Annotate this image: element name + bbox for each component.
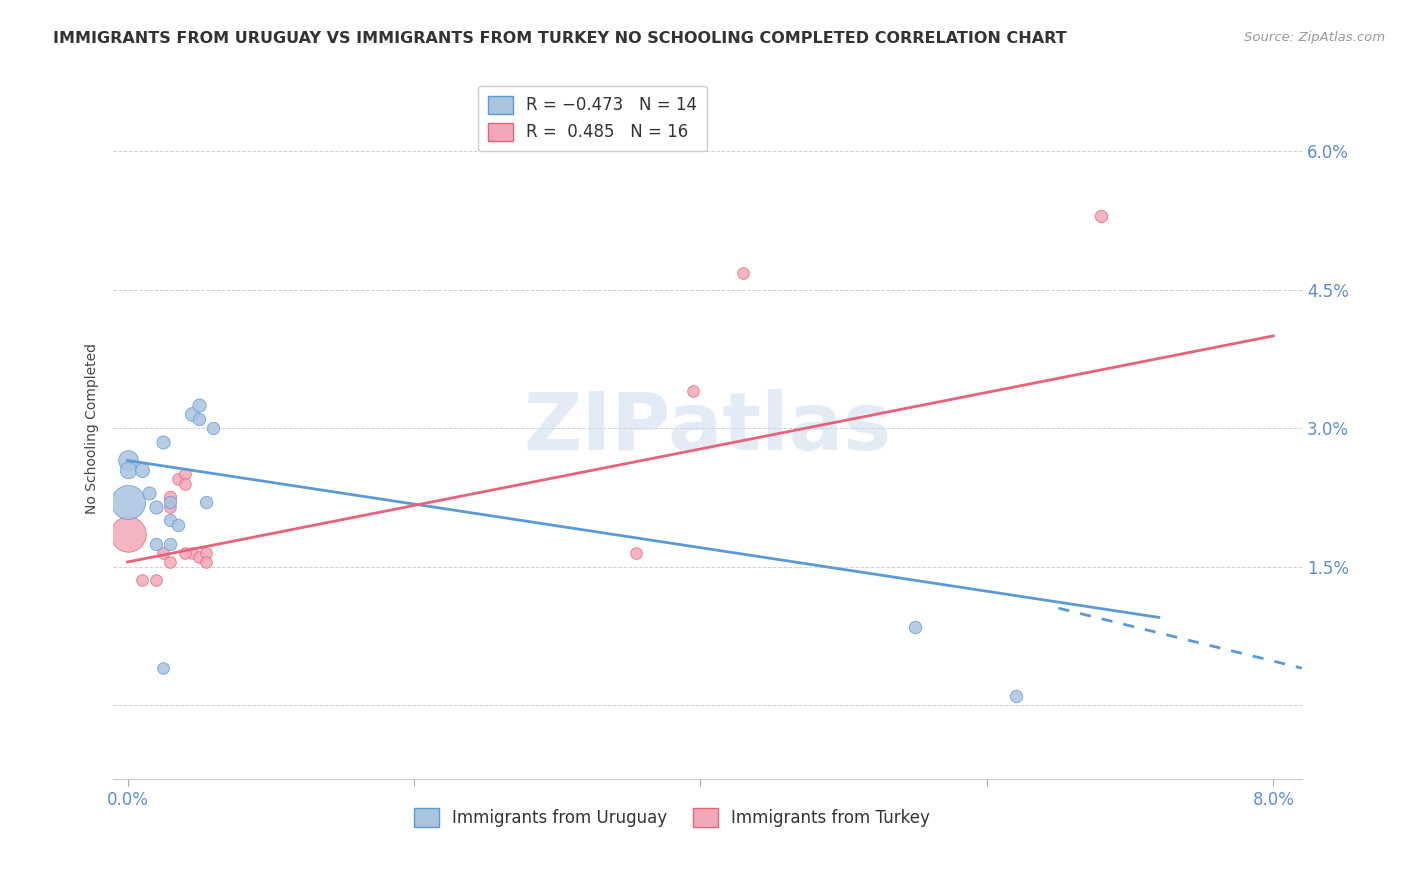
Point bbox=[131, 463, 153, 477]
Point bbox=[195, 546, 218, 560]
Point bbox=[117, 453, 139, 467]
Text: IMMIGRANTS FROM URUGUAY VS IMMIGRANTS FROM TURKEY NO SCHOOLING COMPLETED CORRELA: IMMIGRANTS FROM URUGUAY VS IMMIGRANTS FR… bbox=[53, 31, 1067, 46]
Point bbox=[145, 500, 167, 514]
Point bbox=[188, 550, 211, 565]
Point bbox=[159, 495, 181, 509]
Point bbox=[733, 266, 755, 280]
Point bbox=[159, 536, 181, 550]
Point bbox=[138, 485, 160, 500]
Point bbox=[1090, 209, 1112, 223]
Point bbox=[202, 421, 225, 435]
Point bbox=[145, 574, 167, 588]
Point bbox=[181, 546, 204, 560]
Y-axis label: No Schooling Completed: No Schooling Completed bbox=[86, 343, 100, 514]
Legend: Immigrants from Uruguay, Immigrants from Turkey: Immigrants from Uruguay, Immigrants from… bbox=[408, 802, 936, 834]
Point bbox=[173, 476, 195, 491]
Point bbox=[624, 546, 647, 560]
Point bbox=[159, 513, 181, 527]
Point bbox=[131, 574, 153, 588]
Point bbox=[682, 384, 704, 399]
Text: ZIPatlas: ZIPatlas bbox=[523, 389, 891, 467]
Point bbox=[159, 500, 181, 514]
Point bbox=[117, 527, 139, 541]
Point bbox=[159, 491, 181, 505]
Point bbox=[904, 619, 927, 633]
Point bbox=[188, 398, 211, 412]
Point bbox=[117, 463, 139, 477]
Point bbox=[173, 546, 195, 560]
Point bbox=[145, 536, 167, 550]
Point bbox=[159, 555, 181, 569]
Point bbox=[195, 495, 218, 509]
Point bbox=[195, 555, 218, 569]
Point bbox=[181, 407, 204, 421]
Point bbox=[117, 495, 139, 509]
Point bbox=[1004, 689, 1026, 703]
Point bbox=[152, 546, 174, 560]
Point bbox=[152, 661, 174, 675]
Point bbox=[166, 472, 188, 486]
Point bbox=[188, 412, 211, 426]
Point bbox=[152, 435, 174, 450]
Text: Source: ZipAtlas.com: Source: ZipAtlas.com bbox=[1244, 31, 1385, 45]
Point bbox=[166, 518, 188, 533]
Point bbox=[173, 467, 195, 482]
